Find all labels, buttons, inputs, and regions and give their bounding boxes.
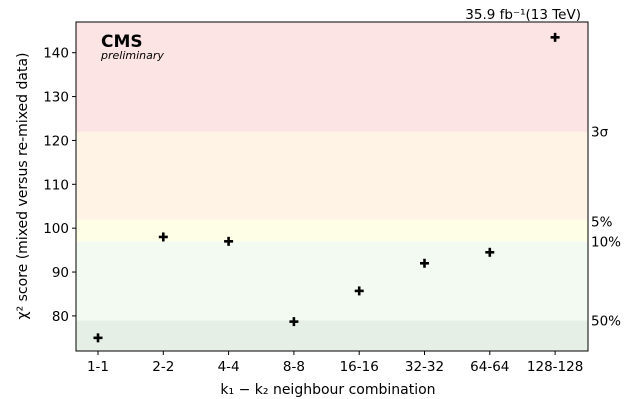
x-tick-label: 16-16 bbox=[340, 359, 379, 375]
data-point-8-8 bbox=[289, 317, 299, 327]
band-2 bbox=[76, 219, 588, 242]
y-tick-label: 110 bbox=[43, 177, 69, 193]
band-label: 5% bbox=[591, 215, 613, 231]
data-point-2-2 bbox=[158, 232, 168, 242]
x-axis-ticks: 1-1 2-2 4-4 8-8 16-16 32-32 64-64 128-128 bbox=[87, 351, 583, 375]
x-tick-label: 8-8 bbox=[283, 359, 305, 375]
data-point-16-16 bbox=[354, 286, 364, 296]
band-labels: 3σ 5% 10% 50% bbox=[591, 125, 621, 330]
y-axis-label: χ² score (mixed versus re-mixed data) bbox=[15, 52, 31, 319]
y-tick-label: 140 bbox=[43, 46, 69, 62]
luminosity-label: 35.9 fb⁻¹(13 TeV) bbox=[465, 7, 581, 23]
x-axis-label: k₁ − k₂ neighbour combination bbox=[220, 382, 435, 398]
band-label: 50% bbox=[591, 313, 621, 329]
y-tick-label: 120 bbox=[43, 133, 69, 149]
x-tick-label: 32-32 bbox=[405, 359, 444, 375]
plot-frame bbox=[75, 21, 589, 352]
data-point-64-64 bbox=[485, 247, 495, 257]
band-1 bbox=[76, 241, 588, 321]
y-axis-ticks: 80 90 100 110 120 130 140 bbox=[43, 46, 76, 325]
band-label: 10% bbox=[591, 234, 621, 250]
band-3 bbox=[76, 131, 588, 220]
data-point-4-4 bbox=[224, 236, 234, 246]
status-label: preliminary bbox=[100, 49, 164, 62]
x-tick-label: 2-2 bbox=[152, 359, 174, 375]
x-tick-label: 4-4 bbox=[218, 359, 240, 375]
x-tick-label: 64-64 bbox=[470, 359, 509, 375]
y-tick-label: 130 bbox=[43, 90, 69, 106]
significance-bands bbox=[76, 22, 588, 351]
data-point-1-1 bbox=[93, 333, 103, 343]
x-tick-label: 1-1 bbox=[87, 359, 109, 375]
y-tick-label: 90 bbox=[52, 265, 69, 281]
band-label: 3σ bbox=[591, 125, 609, 141]
data-point-32-32 bbox=[420, 258, 429, 268]
band-4 bbox=[76, 22, 588, 132]
y-tick-label: 80 bbox=[52, 309, 69, 325]
experiment-label: CMS bbox=[101, 32, 143, 52]
data-point-128-128 bbox=[550, 32, 560, 42]
x-tick-label: 128-128 bbox=[527, 359, 583, 375]
data-points bbox=[93, 32, 560, 343]
y-tick-label: 100 bbox=[43, 221, 69, 237]
band-0 bbox=[76, 320, 588, 351]
